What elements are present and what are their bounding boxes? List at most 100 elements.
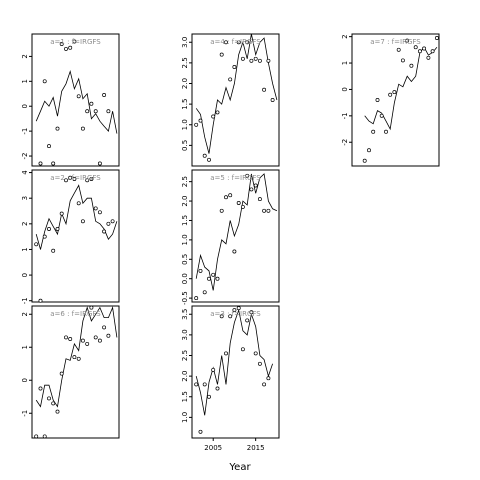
x-axis-label: Year (228, 462, 251, 473)
observed-point (236, 40, 241, 45)
observed-point (76, 356, 81, 361)
observed-point (249, 187, 254, 192)
observed-point (72, 177, 77, 181)
observed-point (42, 79, 47, 84)
observed-point (68, 175, 73, 180)
observed-point (215, 276, 220, 281)
model-line (35, 184, 118, 250)
observed-point (102, 93, 107, 97)
observed-point (47, 144, 51, 149)
observed-point (245, 40, 250, 45)
observed-point (224, 351, 228, 356)
panel-frame (191, 169, 280, 303)
observed-point (59, 211, 64, 216)
panel-frame (31, 305, 120, 439)
y-tick-label: 3.5 (181, 309, 189, 320)
panel-title: a=7 : f=IRGFS (370, 38, 421, 46)
observed-point (228, 314, 233, 319)
panel-frame (191, 305, 280, 439)
observed-point (202, 153, 207, 158)
observed-point (64, 46, 68, 51)
observed-point (202, 382, 207, 387)
y-tick-label: -1 (21, 128, 29, 135)
y-tick-label: 1 (21, 79, 29, 83)
y-tick-label: -1 (21, 297, 29, 304)
observed-point (257, 361, 262, 366)
observed-point (106, 109, 111, 114)
observed-point (430, 49, 435, 54)
observed-point (194, 122, 199, 127)
observed-point (93, 206, 98, 211)
observed-point (400, 58, 405, 63)
observed-point (207, 276, 211, 281)
y-tick-label: 0 (21, 273, 29, 277)
observed-point (245, 318, 250, 323)
observed-point (219, 208, 224, 213)
observed-point (68, 337, 73, 341)
observed-point (76, 201, 81, 206)
observed-point (34, 242, 39, 247)
panel-title: a=1 : f=IRGFS (50, 38, 101, 46)
y-tick-label: 2.5 (181, 176, 189, 187)
observed-point (42, 434, 47, 439)
observed-point (207, 157, 211, 162)
observed-point (38, 386, 43, 391)
observed-point (72, 355, 77, 360)
observed-point (202, 290, 207, 295)
observed-point (38, 161, 43, 166)
observed-point (232, 308, 237, 313)
observed-point (194, 296, 199, 301)
observed-point (371, 129, 376, 134)
y-tick-label: 0.5 (181, 140, 189, 151)
observed-point (102, 325, 107, 330)
panel-title: a=3 : f=IRGFS (210, 310, 261, 318)
observed-point (375, 98, 380, 102)
observed-point (253, 351, 258, 356)
observed-point (93, 109, 98, 114)
observed-point (367, 148, 371, 153)
observed-point (72, 39, 77, 44)
y-tick-label: 1.5 (181, 99, 189, 110)
y-tick-label: 0 (341, 87, 349, 91)
y-tick-label: -2 (341, 139, 349, 146)
panel-7: 1.0 1.5 2.0 2.5 3.0 3.5 2005 2015 a=3 : f=IRGFS (181, 305, 280, 452)
observed-point (198, 118, 203, 123)
observed-point (253, 56, 258, 61)
observed-point (55, 126, 60, 131)
observed-point (102, 229, 107, 234)
x-tick-label: 2005 (204, 444, 222, 452)
observed-point (232, 65, 237, 69)
y-tick-label: 2 (341, 34, 349, 38)
observed-point (413, 45, 418, 50)
y-tick-label: 0 (21, 378, 29, 382)
y-tick-label: 2 (21, 54, 29, 58)
observed-point (215, 386, 220, 391)
y-tick-label: 3.0 (181, 329, 189, 340)
y-tick-label: 2 (21, 222, 29, 226)
y-tick-label: 1.0 (181, 234, 189, 245)
observed-point (80, 219, 85, 224)
observed-point (106, 221, 111, 226)
observed-point (110, 219, 115, 224)
panel-frame (31, 33, 120, 167)
observed-point (76, 94, 81, 99)
observed-point (68, 45, 73, 50)
panel-4: -1 0 1 2 3 4 a=2 : f=IRGFS (21, 169, 120, 304)
observed-point (240, 347, 245, 352)
panel-2: 0.5 1.0 1.5 2.0 2.5 3.0 a=4 : f=IRGFS (181, 33, 280, 167)
observed-point (198, 429, 203, 434)
observed-point (240, 56, 245, 61)
observed-point (262, 208, 267, 213)
observed-point (38, 298, 43, 303)
observed-point (211, 367, 216, 372)
y-tick-label: 2.0 (181, 195, 189, 206)
observed-point (228, 193, 233, 198)
observed-point (42, 234, 47, 239)
y-tick-label: 1.5 (181, 215, 189, 226)
observed-point (80, 126, 85, 131)
observed-point (51, 161, 56, 166)
panel-5: -0.5 0.0 0.5 1.0 1.5 2.0 2.5 a=5 : f=IRGFS (181, 169, 280, 305)
observed-point (64, 335, 68, 340)
observed-point (228, 77, 233, 82)
observed-point (434, 36, 439, 40)
